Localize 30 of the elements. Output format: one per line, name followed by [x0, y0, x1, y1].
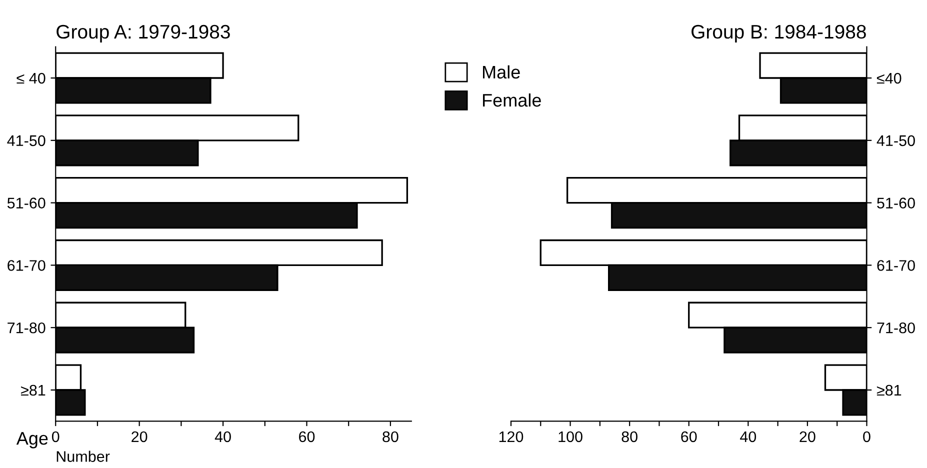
- y-axis-title: Age: [16, 432, 48, 448]
- y-tick-label: 41-50: [7, 135, 46, 146]
- x-axis-title: Number: [56, 450, 110, 462]
- y-tick-label: 51-60: [877, 198, 915, 208]
- x-tick-label: 0: [52, 431, 60, 442]
- y-tick-label: ≥81: [21, 384, 46, 396]
- x-tick-label: 60: [299, 431, 315, 442]
- y-tick-label: 51-60: [7, 198, 46, 208]
- y-tick-label: 61-70: [877, 260, 915, 271]
- y-tick-label: ≥81: [876, 384, 902, 396]
- y-tick-label: 61-70: [8, 260, 46, 271]
- y-tick-label: ≤ 40: [16, 72, 46, 84]
- legend-label: Female: [483, 93, 541, 107]
- x-tick-label: 80: [622, 431, 638, 442]
- x-tick-label: 60: [681, 431, 697, 442]
- x-tick-label: 80: [382, 431, 398, 442]
- x-tick-label: 0: [863, 431, 870, 442]
- y-tick-label: 41-50: [876, 135, 915, 146]
- x-tick-label: 20: [132, 431, 148, 442]
- chart-title: Group A: 1979-1983: [56, 24, 230, 42]
- y-tick-label: 71-80: [877, 322, 915, 334]
- x-tick-label: 120: [499, 431, 524, 442]
- y-tick-label: 71-80: [8, 322, 46, 334]
- x-tick-label: 100: [558, 431, 582, 442]
- x-tick-label: 40: [214, 431, 231, 442]
- x-tick-label: 20: [800, 431, 816, 442]
- x-tick-label: 40: [740, 431, 756, 442]
- chart-title: Group B: 1984-1988: [692, 24, 866, 42]
- y-tick-label: ≤40: [876, 72, 902, 84]
- legend-label: Male: [483, 65, 520, 79]
